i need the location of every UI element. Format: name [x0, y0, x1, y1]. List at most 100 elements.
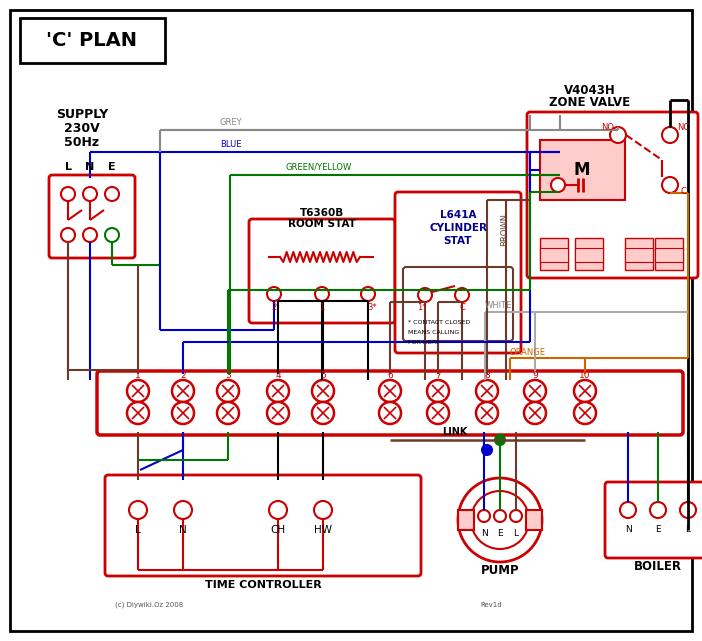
- Circle shape: [427, 402, 449, 424]
- Circle shape: [314, 501, 332, 519]
- Circle shape: [476, 380, 498, 402]
- FancyBboxPatch shape: [105, 475, 421, 576]
- FancyBboxPatch shape: [625, 248, 653, 262]
- Text: 1: 1: [135, 370, 141, 379]
- Text: 230V: 230V: [64, 122, 100, 135]
- FancyBboxPatch shape: [458, 510, 474, 530]
- Text: N: N: [481, 529, 487, 538]
- Circle shape: [267, 287, 281, 301]
- Text: 6: 6: [387, 370, 393, 379]
- Text: 5: 5: [320, 370, 326, 379]
- Text: E: E: [655, 526, 661, 535]
- Text: HW: HW: [314, 525, 332, 535]
- Text: NO: NO: [602, 124, 614, 133]
- FancyBboxPatch shape: [403, 267, 513, 341]
- Circle shape: [361, 287, 375, 301]
- Text: ORANGE: ORANGE: [510, 348, 546, 357]
- Circle shape: [61, 187, 75, 201]
- Circle shape: [574, 380, 596, 402]
- Text: 4: 4: [275, 370, 281, 379]
- Text: M: M: [574, 161, 590, 179]
- Circle shape: [379, 402, 401, 424]
- Text: GREEN/YELLOW: GREEN/YELLOW: [285, 163, 351, 172]
- Circle shape: [418, 288, 432, 302]
- Text: SUPPLY: SUPPLY: [56, 108, 108, 122]
- FancyBboxPatch shape: [605, 482, 702, 558]
- FancyBboxPatch shape: [49, 175, 135, 258]
- FancyBboxPatch shape: [97, 371, 683, 435]
- Circle shape: [269, 501, 287, 519]
- Text: CH: CH: [270, 525, 286, 535]
- Text: L: L: [65, 162, 72, 172]
- FancyBboxPatch shape: [249, 219, 395, 323]
- Text: MEANS CALLING: MEANS CALLING: [408, 331, 459, 335]
- Circle shape: [662, 127, 678, 143]
- Text: FOR HEAT: FOR HEAT: [408, 340, 439, 345]
- FancyBboxPatch shape: [575, 238, 603, 270]
- FancyBboxPatch shape: [655, 248, 683, 262]
- Text: N: N: [625, 526, 631, 535]
- FancyBboxPatch shape: [540, 248, 568, 262]
- Text: CYLINDER: CYLINDER: [429, 223, 487, 233]
- Circle shape: [127, 402, 149, 424]
- Text: 3: 3: [225, 370, 231, 379]
- Text: STAT: STAT: [444, 236, 472, 246]
- Text: 10: 10: [579, 370, 591, 379]
- Circle shape: [524, 380, 546, 402]
- FancyBboxPatch shape: [540, 238, 568, 270]
- Circle shape: [458, 478, 542, 562]
- Circle shape: [83, 187, 97, 201]
- Circle shape: [217, 402, 239, 424]
- Text: ZONE VALVE: ZONE VALVE: [550, 97, 630, 110]
- Circle shape: [312, 402, 334, 424]
- Text: N: N: [86, 162, 95, 172]
- Circle shape: [174, 501, 192, 519]
- Circle shape: [129, 501, 147, 519]
- Text: * CONTACT CLOSED: * CONTACT CLOSED: [408, 320, 470, 326]
- Text: N: N: [179, 525, 187, 535]
- Text: C: C: [680, 188, 686, 197]
- Circle shape: [105, 187, 119, 201]
- Circle shape: [650, 502, 666, 518]
- Circle shape: [551, 178, 565, 192]
- Circle shape: [476, 402, 498, 424]
- Text: E: E: [497, 529, 503, 538]
- Circle shape: [680, 502, 696, 518]
- Text: C: C: [459, 303, 465, 312]
- Text: Rev1d: Rev1d: [480, 602, 502, 608]
- Text: L: L: [135, 525, 141, 535]
- Circle shape: [610, 127, 626, 143]
- Circle shape: [471, 491, 529, 549]
- Text: L641A: L641A: [439, 210, 476, 220]
- Text: ROOM STAT: ROOM STAT: [288, 219, 356, 229]
- Circle shape: [662, 177, 678, 193]
- Text: BROWN: BROWN: [501, 213, 510, 247]
- Circle shape: [455, 288, 469, 302]
- Text: 2: 2: [180, 370, 186, 379]
- FancyBboxPatch shape: [10, 10, 692, 631]
- Text: 'C' PLAN: 'C' PLAN: [46, 31, 138, 51]
- Text: 2: 2: [272, 303, 277, 312]
- FancyBboxPatch shape: [655, 238, 683, 270]
- FancyBboxPatch shape: [540, 140, 625, 200]
- Text: 8: 8: [484, 370, 490, 379]
- Text: V4043H: V4043H: [564, 83, 616, 97]
- Text: L: L: [513, 529, 519, 538]
- Circle shape: [482, 445, 492, 455]
- FancyBboxPatch shape: [527, 112, 698, 278]
- Text: L: L: [685, 526, 691, 535]
- Circle shape: [495, 435, 505, 445]
- Circle shape: [427, 380, 449, 402]
- Circle shape: [61, 228, 75, 242]
- Text: T6360B: T6360B: [300, 208, 344, 218]
- Circle shape: [574, 402, 596, 424]
- Text: TIME CONTROLLER: TIME CONTROLLER: [204, 580, 322, 590]
- Circle shape: [494, 510, 506, 522]
- FancyBboxPatch shape: [526, 510, 542, 530]
- Text: 7: 7: [435, 370, 441, 379]
- Circle shape: [172, 380, 194, 402]
- Text: BOILER: BOILER: [634, 560, 682, 574]
- Circle shape: [524, 402, 546, 424]
- Text: 9: 9: [532, 370, 538, 379]
- Circle shape: [217, 380, 239, 402]
